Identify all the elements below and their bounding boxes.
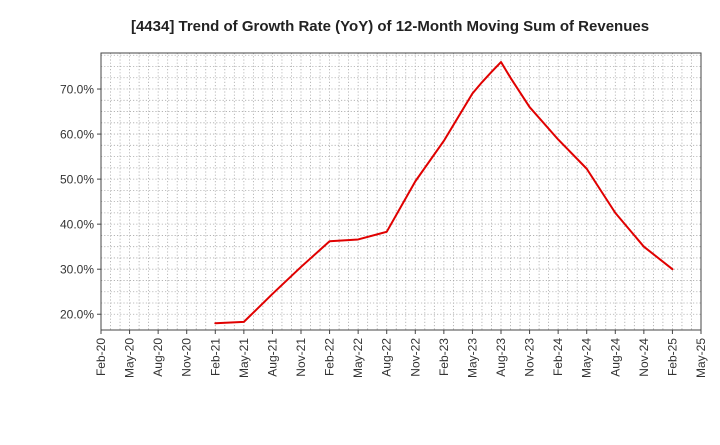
y-tick-label: 60.0% [60, 128, 94, 142]
x-tick-label: Feb-20 [94, 338, 108, 376]
x-tick-label: Nov-24 [637, 338, 651, 377]
x-tick-label: Nov-20 [180, 338, 194, 377]
x-tick-label: May-23 [465, 338, 479, 378]
x-axis-tick-labels: Feb-20 May-20 Aug-20 Nov-20 Feb-21 May-21 Aug-… [94, 330, 708, 378]
y-tick-label: 30.0% [60, 263, 94, 277]
x-tick-label: Nov-21 [294, 338, 308, 377]
x-tick-label: Feb-21 [208, 338, 222, 376]
chart-title: [4434] Trend of Growth Rate (YoY) of 12-… [131, 18, 649, 35]
y-axis-tick-labels: 20.0% 30.0% 40.0% 50.0% 60.0% 70.0% [60, 83, 101, 322]
x-tick-label: May-25 [694, 338, 708, 378]
x-tick-label: May-21 [237, 338, 251, 378]
grid-lines [101, 53, 701, 330]
series-line [214, 61, 674, 325]
x-tick-label: Nov-22 [408, 338, 422, 377]
x-tick-label: Aug-20 [151, 338, 165, 377]
x-tick-label: Feb-23 [437, 338, 451, 376]
x-tick-label: May-20 [123, 338, 137, 378]
y-tick-label: 20.0% [60, 308, 94, 322]
y-tick-label: 40.0% [60, 218, 94, 232]
x-tick-label: Aug-21 [265, 338, 279, 377]
y-tick-label: 70.0% [60, 83, 94, 97]
x-tick-label: May-24 [580, 338, 594, 378]
series-layer [214, 61, 674, 325]
x-tick-label: Feb-25 [665, 338, 679, 376]
y-tick-label: 50.0% [60, 173, 94, 187]
x-tick-label: Aug-22 [380, 338, 394, 377]
x-tick-label: Feb-22 [323, 338, 337, 376]
x-tick-label: Nov-23 [523, 338, 537, 377]
x-tick-label: Aug-24 [608, 338, 622, 377]
x-tick-label: Aug-23 [494, 338, 508, 377]
x-tick-label: May-22 [351, 338, 365, 378]
x-tick-label: Feb-24 [551, 338, 565, 376]
plot-frame [100, 52, 702, 331]
